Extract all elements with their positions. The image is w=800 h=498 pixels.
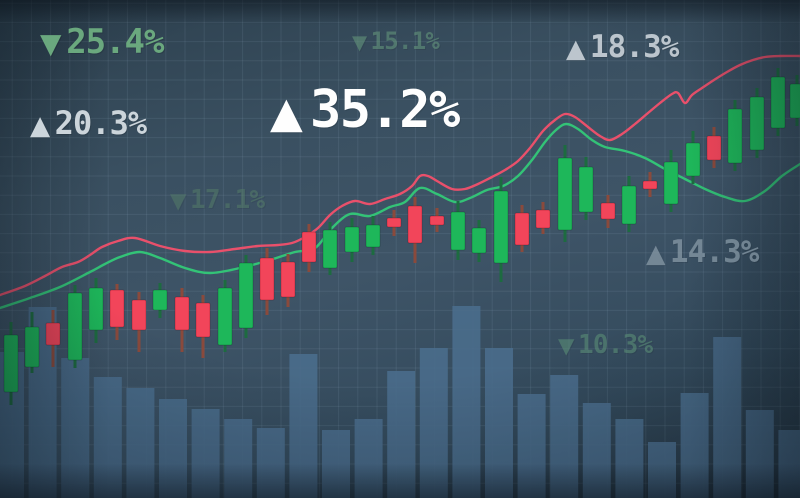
volume-bar <box>354 419 383 498</box>
volume-bar <box>61 358 90 498</box>
candle <box>600 202 616 220</box>
candle <box>195 302 211 338</box>
percent-value: 15.1% <box>370 27 440 55</box>
percent-value: 25.4% <box>66 22 164 62</box>
volume-bar <box>615 419 644 498</box>
candle <box>238 262 254 329</box>
volume-bar <box>322 430 350 498</box>
percent-value: 17.1% <box>190 185 265 215</box>
candle <box>706 135 722 161</box>
candle <box>493 190 509 264</box>
volume-bar <box>191 409 220 498</box>
volume-bar <box>778 430 800 498</box>
percent-label-down-15-1: ▼ 15.1% <box>352 26 440 56</box>
candle <box>407 205 423 244</box>
volume-bar <box>387 371 416 498</box>
percent-value: 14.3% <box>669 234 760 270</box>
percent-value: 35.2% <box>310 80 460 140</box>
candle <box>727 108 743 164</box>
percent-value: 18.3% <box>589 29 680 65</box>
percent-label-down-10-3: ▼ 10.3% <box>558 329 653 362</box>
candle <box>322 229 338 269</box>
volume-bar <box>648 442 676 498</box>
candle <box>301 231 317 263</box>
volume-bar <box>224 419 253 498</box>
candle <box>109 289 125 328</box>
candle <box>471 227 487 254</box>
candle <box>45 322 61 346</box>
volume-bar <box>550 375 579 498</box>
candle <box>685 142 701 177</box>
percent-label-up-18-3: ▲ 18.3% <box>566 28 679 67</box>
volume-bar <box>126 388 155 498</box>
candle <box>88 287 104 331</box>
candle <box>67 292 83 361</box>
percent-label-down-17-1: ▼ 17.1% <box>170 184 265 217</box>
volume-bar <box>289 354 318 498</box>
candle <box>789 83 800 119</box>
triangle-up-icon: ▲ <box>566 33 586 63</box>
candle <box>152 289 168 311</box>
candle <box>770 76 786 129</box>
candle <box>280 261 296 298</box>
percent-value: 10.3% <box>578 330 653 360</box>
triangle-down-icon: ▼ <box>170 189 187 214</box>
volume-bar <box>485 348 513 498</box>
triangle-down-icon: ▼ <box>40 27 62 60</box>
candle <box>535 209 551 229</box>
candle <box>450 211 466 251</box>
volume-bars <box>0 306 800 498</box>
percent-label-down-25-4: ▼ 25.4% <box>40 21 164 64</box>
volume-bar <box>256 428 285 498</box>
volume-bar <box>517 394 546 498</box>
triangle-down-icon: ▼ <box>558 334 575 359</box>
volume-bar <box>680 393 709 498</box>
candle <box>174 296 190 331</box>
triangle-up-icon: ▲ <box>30 111 51 141</box>
ma-line-green <box>0 122 800 310</box>
candle <box>259 257 275 301</box>
candle <box>621 185 637 225</box>
candle <box>217 287 233 346</box>
candle <box>24 326 40 368</box>
candle <box>642 180 658 190</box>
triangle-up-icon: ▲ <box>646 238 666 268</box>
candle <box>344 226 360 253</box>
volume-bar <box>452 306 481 498</box>
candle <box>386 217 402 228</box>
volume-bar <box>582 403 611 498</box>
candle <box>131 299 147 331</box>
candle <box>3 334 19 393</box>
percent-value: 20.3% <box>54 104 147 142</box>
percent-label-up-20-3: ▲ 20.3% <box>30 103 147 143</box>
volume-bar <box>419 348 448 498</box>
candle <box>365 224 381 248</box>
candle <box>514 212 530 246</box>
candle <box>663 161 679 205</box>
volume-bar <box>159 399 187 498</box>
candle <box>429 215 445 226</box>
triangle-up-icon: ▲ <box>270 88 303 138</box>
candle <box>749 96 765 151</box>
volume-bar <box>745 410 774 498</box>
triangle-down-icon: ▼ <box>352 31 368 54</box>
volume-bar <box>93 377 122 498</box>
percent-label-up-35-2: ▲ 35.2% <box>270 78 460 143</box>
candle <box>557 157 573 231</box>
percent-label-up-14-3: ▲ 14.3% <box>646 233 759 272</box>
volume-bar <box>713 337 742 498</box>
candle <box>578 166 594 213</box>
